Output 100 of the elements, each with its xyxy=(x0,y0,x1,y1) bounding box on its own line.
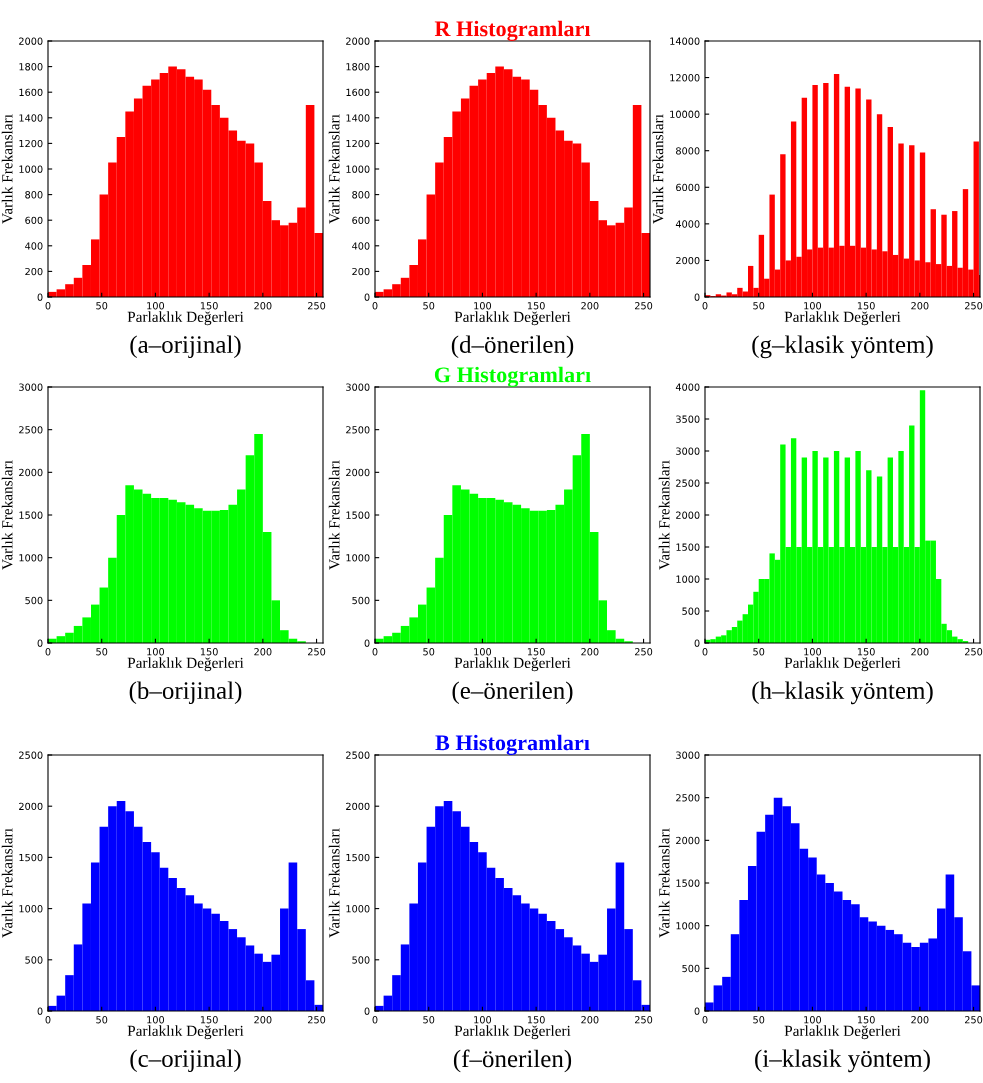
y-tick-label: 3000 xyxy=(19,383,43,391)
y-tick-label: 2000 xyxy=(346,468,370,477)
x-tick-label: 100 xyxy=(474,302,492,310)
y-tick-label: 600 xyxy=(352,216,370,225)
x-tick-label: 200 xyxy=(581,302,599,310)
x-axis-title: Parlaklık Değerleri xyxy=(784,311,901,326)
x-tick-label: 0 xyxy=(372,648,378,656)
x-tick-label: 150 xyxy=(527,648,545,656)
y-tick-label: 8000 xyxy=(676,147,700,155)
x-tick-label: 150 xyxy=(857,302,875,310)
y-tick-label: 14000 xyxy=(670,37,700,45)
x-tick-label: 200 xyxy=(581,1016,599,1024)
y-axis-title: Varlık Frekansları xyxy=(658,828,670,938)
x-tick-label: 50 xyxy=(753,648,765,656)
y-tick-label: 500 xyxy=(352,956,370,964)
x-tick-label: 0 xyxy=(45,302,51,310)
text: (a–orijinal) xyxy=(130,335,241,359)
text: (e–önerilen) xyxy=(452,681,573,705)
y-tick-label: 1200 xyxy=(19,139,43,148)
x-tick-label: 50 xyxy=(423,1016,435,1024)
y-axis-title: Varlık Frekansları xyxy=(328,114,340,224)
y-tick-label: 1000 xyxy=(676,922,700,930)
y-tick-label: 0 xyxy=(37,1007,43,1015)
x-tick-label: 50 xyxy=(423,648,435,656)
y-tick-label: 0 xyxy=(694,639,700,647)
y-tick-label: 1800 xyxy=(19,63,43,71)
x-tick-label: 150 xyxy=(200,1016,218,1024)
x-tick-label: 100 xyxy=(804,648,822,656)
x-tick-label: 200 xyxy=(254,1016,272,1024)
y-tick-label: 2000 xyxy=(676,836,700,845)
y-tick-label: 10000 xyxy=(670,110,700,118)
x-axis-title: Parlaklık Değerleri xyxy=(127,1025,244,1040)
text: (h–klasik yöntem) xyxy=(752,681,933,705)
x-axis-title: Parlaklık Değerleri xyxy=(454,657,571,672)
y-tick-label: 2000 xyxy=(19,37,43,45)
x-tick-label: 50 xyxy=(753,302,765,310)
y-tick-label: 1500 xyxy=(346,511,370,519)
x-tick-label: 100 xyxy=(147,302,165,310)
x-tick-label: 0 xyxy=(702,648,708,656)
y-tick-label: 1400 xyxy=(19,114,43,122)
y-tick-label: 1800 xyxy=(346,63,370,71)
y-tick-label: 3000 xyxy=(346,383,370,391)
y-tick-label: 12000 xyxy=(670,74,700,82)
y-tick-label: 500 xyxy=(682,607,700,615)
y-tick-label: 1000 xyxy=(676,575,700,583)
y-tick-label: 2500 xyxy=(19,426,43,434)
text: (i–klasik yöntem) xyxy=(755,1049,930,1073)
y-axis-title: Varlık Frekansları xyxy=(1,114,13,224)
chart-title: R Histogramları xyxy=(434,20,591,41)
x-tick-label: 250 xyxy=(307,1016,326,1024)
x-tick-label: 200 xyxy=(254,302,272,310)
x-tick-label: 100 xyxy=(147,1016,165,1024)
y-tick-label: 2000 xyxy=(19,468,43,477)
y-tick-label: 200 xyxy=(352,267,370,276)
y-tick-label: 1500 xyxy=(19,511,43,519)
x-tick-label: 250 xyxy=(634,648,653,656)
y-tick-label: 500 xyxy=(682,964,700,973)
y-tick-label: 1600 xyxy=(19,88,43,97)
y-tick-label: 800 xyxy=(25,191,43,199)
y-tick-label: 1400 xyxy=(346,114,370,122)
y-tick-label: 2000 xyxy=(676,511,700,519)
y-axis-title: Varlık Frekansları xyxy=(1,460,13,570)
y-tick-label: 0 xyxy=(37,293,43,301)
x-axis-title: Parlaklık Değerleri xyxy=(454,311,571,326)
x-tick-label: 0 xyxy=(45,648,51,656)
text: (f–önerilen) xyxy=(453,1049,572,1073)
x-tick-label: 250 xyxy=(634,1016,653,1024)
y-tick-label: 2000 xyxy=(19,802,43,811)
x-tick-label: 50 xyxy=(96,648,108,656)
x-tick-label: 100 xyxy=(474,1016,492,1024)
y-tick-label: 500 xyxy=(25,596,43,605)
text: (g–klasik yöntem) xyxy=(752,335,933,359)
y-tick-label: 600 xyxy=(25,216,43,225)
y-tick-label: 0 xyxy=(364,293,370,301)
text: (c–orijinal) xyxy=(130,1049,241,1073)
x-tick-label: 0 xyxy=(372,1016,378,1024)
y-tick-label: 0 xyxy=(364,1007,370,1015)
y-tick-label: 6000 xyxy=(676,183,700,192)
text: (d–önerilen) xyxy=(451,335,574,359)
y-tick-label: 1500 xyxy=(676,879,700,887)
y-tick-label: 1000 xyxy=(346,165,370,173)
y-tick-label: 1000 xyxy=(19,554,43,562)
y-tick-label: 2500 xyxy=(676,794,700,802)
x-tick-label: 250 xyxy=(634,302,653,310)
x-tick-label: 100 xyxy=(804,302,822,310)
x-tick-label: 100 xyxy=(804,1016,822,1024)
y-tick-label: 1000 xyxy=(346,905,370,913)
x-tick-label: 100 xyxy=(147,648,165,656)
y-axis-title: Varlık Frekansları xyxy=(652,114,664,224)
y-tick-label: 800 xyxy=(352,191,370,199)
x-axis-title: Parlaklık Değerleri xyxy=(127,657,244,672)
x-tick-label: 250 xyxy=(307,302,326,310)
y-tick-label: 2500 xyxy=(19,751,43,759)
x-tick-label: 250 xyxy=(964,648,983,656)
x-tick-label: 150 xyxy=(857,1016,875,1024)
x-tick-label: 0 xyxy=(702,302,708,310)
y-tick-label: 500 xyxy=(352,596,370,605)
x-axis-title: Parlaklık Değerleri xyxy=(454,1025,571,1040)
x-tick-label: 0 xyxy=(372,302,378,310)
x-tick-label: 200 xyxy=(581,648,599,656)
